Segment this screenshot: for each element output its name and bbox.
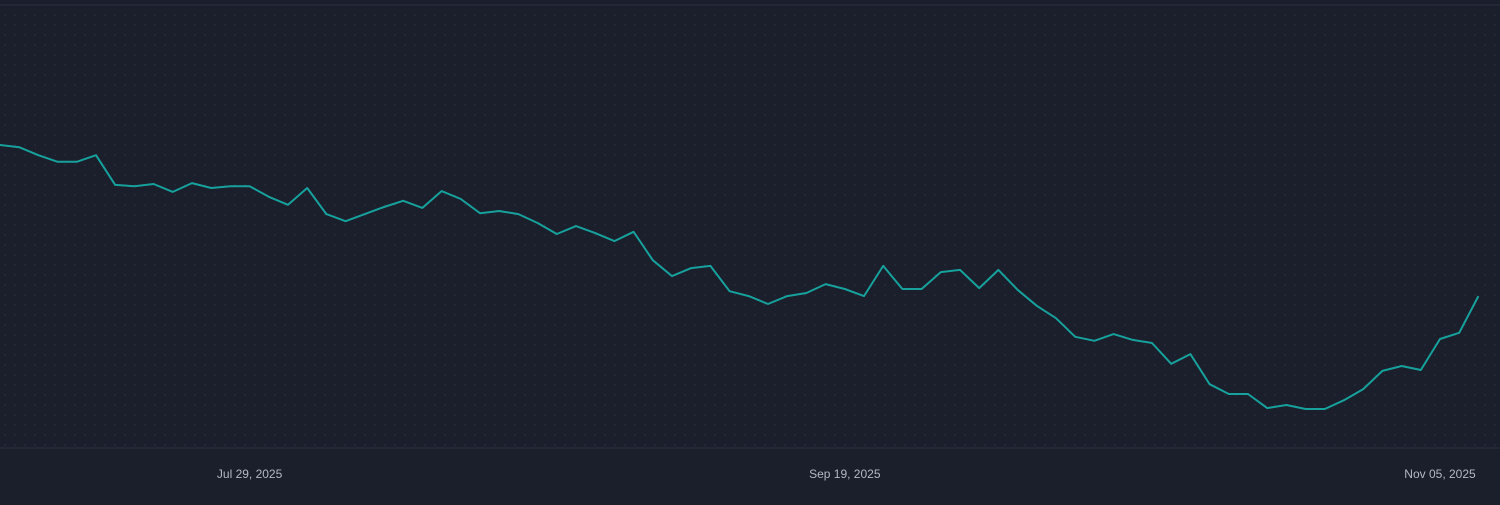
- dot-grid: [0, 6, 1500, 447]
- x-tick-label: Sep 19, 2025: [809, 467, 881, 481]
- x-tick-label: Jul 29, 2025: [217, 467, 283, 481]
- x-tick-label: Nov 05, 2025: [1404, 467, 1476, 481]
- line-series: [0, 144, 1480, 410]
